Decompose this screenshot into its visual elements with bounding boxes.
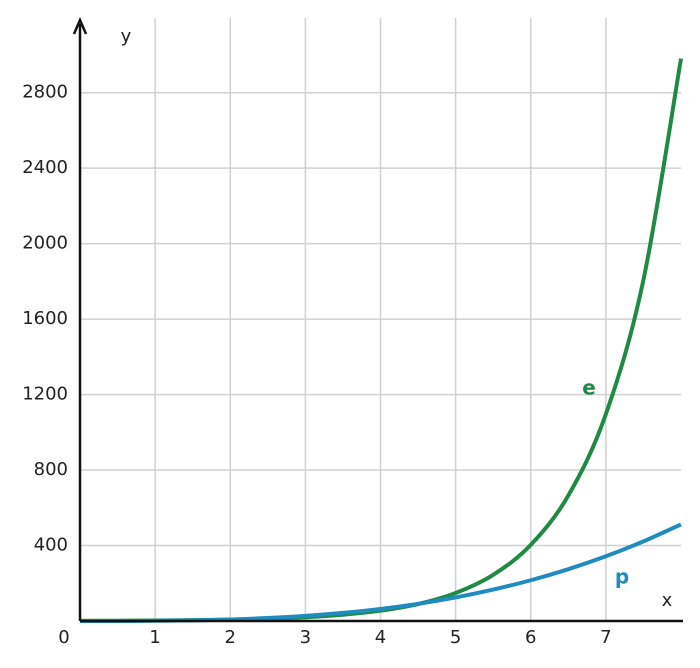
x-tick-label: 5 (450, 627, 461, 648)
y-axis-arrow (72, 16, 88, 35)
y-tick-label: 2000 (22, 233, 68, 254)
grid (80, 18, 681, 621)
y-tick-label: 2400 (22, 157, 68, 178)
series-label: e (582, 376, 596, 400)
x-tick-label: 4 (375, 627, 386, 648)
y-tick-label: 1200 (22, 384, 68, 405)
y-axis-label: y (121, 26, 132, 47)
series-label: p (615, 565, 629, 589)
y-tick-label: 2800 (22, 82, 68, 103)
x-tick-label: 0 (58, 627, 69, 648)
x-tick-label: 6 (525, 627, 536, 648)
x-tick-label: 1 (149, 627, 160, 648)
y-tick-label: 800 (34, 459, 68, 480)
x-axis-label: x (662, 590, 673, 611)
y-tick-label: 1600 (22, 308, 68, 329)
x-tick-label: 7 (600, 627, 611, 648)
x-tick-label: 3 (300, 627, 311, 648)
x-tick-label: 2 (225, 627, 236, 648)
y-tick-label: 400 (34, 535, 68, 556)
